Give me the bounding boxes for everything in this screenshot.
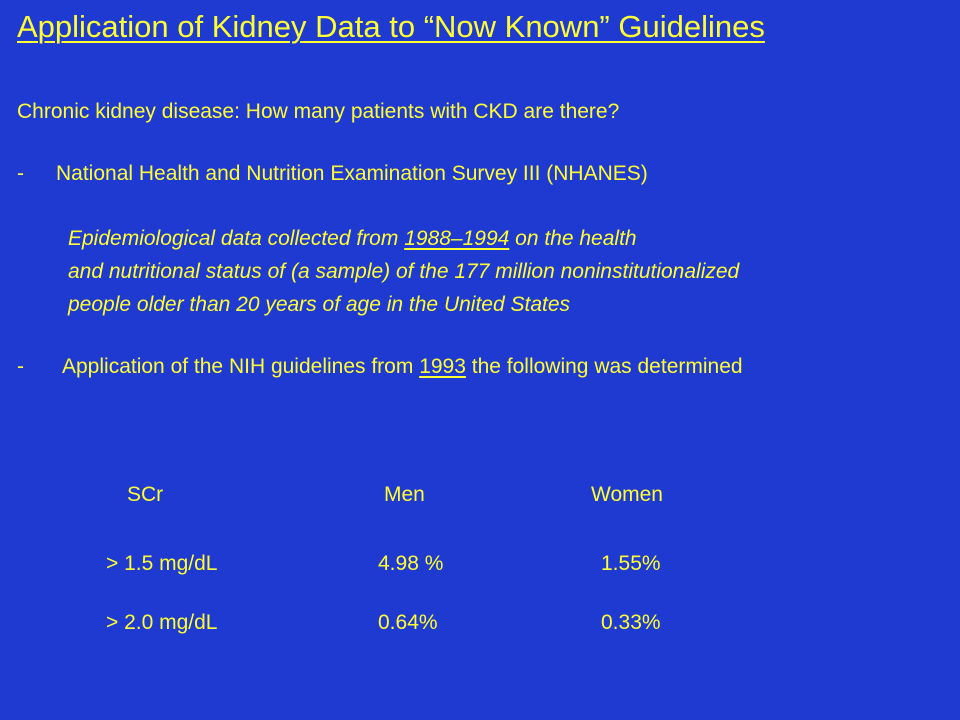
table-cell-scr-threshold: > 2.0 mg/dL — [106, 611, 218, 634]
question-text: Chronic kidney disease: How many patient… — [17, 100, 620, 123]
bullet-nih-guidelines: - Application of the NIH guidelines from … — [17, 355, 743, 379]
table-cell-men-value: 0.64% — [378, 611, 438, 634]
bullet-nih-text-end: the following was determined — [465, 355, 743, 378]
bullet-dash: - — [17, 162, 24, 185]
table-cell-scr-threshold: > 1.5 mg/dL — [106, 552, 218, 575]
bullet-nih-text-start: Application of the NIH guidelines from — [62, 355, 420, 378]
table-header-scr: SCr — [127, 483, 164, 506]
table-header-men: Men — [384, 483, 425, 506]
epidemiology-line-1: Epidemiological data collected from 1988… — [68, 227, 637, 251]
epidemiology-line-1-start: Epidemiological data collected from — [68, 227, 405, 250]
epidemiology-line-3: people older than 20 years of age in the… — [68, 293, 571, 316]
epidemiology-line-2: and nutritional status of (a sample) of … — [68, 260, 740, 283]
guidelines-year: 1993 — [419, 355, 466, 378]
table-cell-women-value: 1.55% — [601, 552, 661, 575]
bullet-nhanes: - National Health and Nutrition Examinati… — [17, 162, 648, 186]
table-cell-women-value: 0.33% — [601, 611, 661, 634]
table-header-women: Women — [591, 483, 663, 506]
bullet-nhanes-text: National Health and Nutrition Examinatio… — [56, 162, 648, 185]
table-cell-men-value: 4.98 % — [378, 552, 444, 575]
bullet-dash: - — [17, 355, 24, 378]
epidemiology-years: 1988–1994 — [404, 227, 510, 250]
epidemiology-line-1-end: on the health — [509, 227, 637, 250]
slide-title: Application of Kidney Data to “Now Known… — [17, 9, 765, 44]
